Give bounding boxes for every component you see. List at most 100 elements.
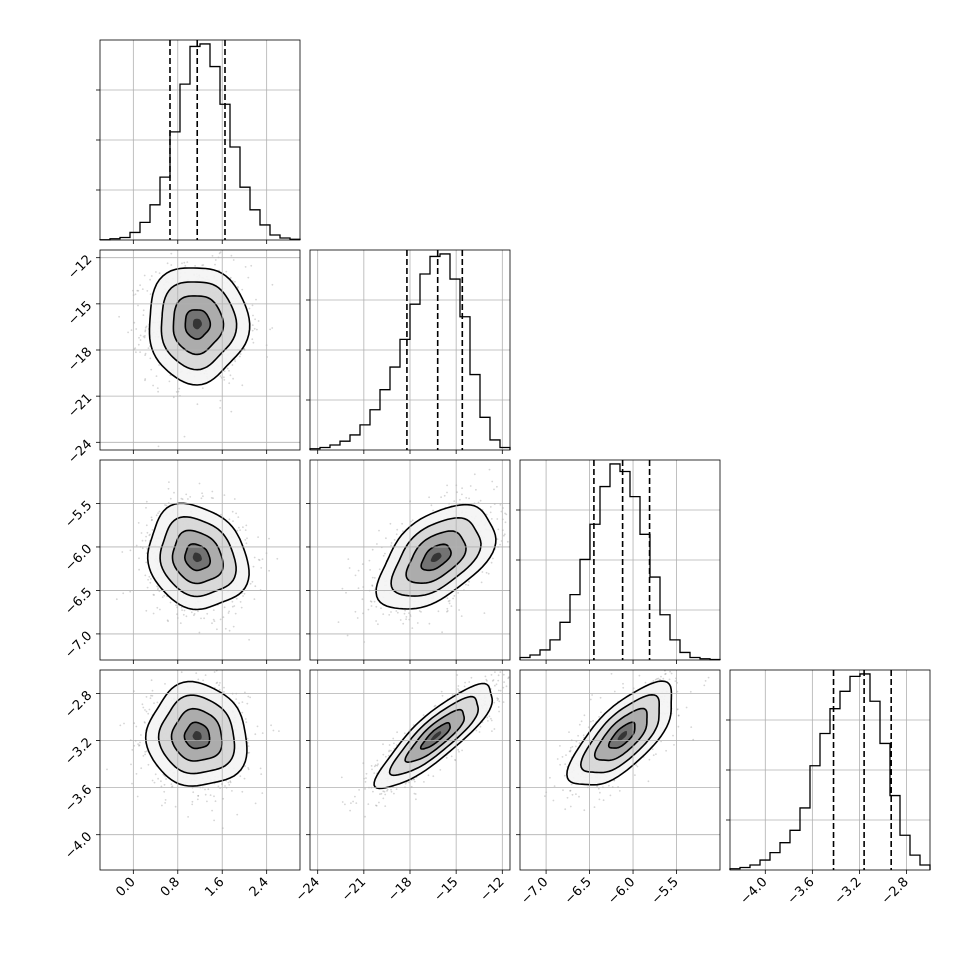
contour-line-1 xyxy=(183,721,211,750)
scatter-point xyxy=(148,575,151,578)
scatter-point xyxy=(252,565,255,568)
scatter-point xyxy=(247,695,250,698)
scatter-point xyxy=(247,768,250,771)
scatter-point xyxy=(202,495,204,498)
scatter-point xyxy=(144,722,146,724)
scatter-point xyxy=(179,622,182,624)
scatter-point xyxy=(243,592,246,595)
contour-line-3 xyxy=(157,694,236,775)
scatter-point xyxy=(156,701,159,704)
scatter-point xyxy=(341,587,344,590)
scatter-point xyxy=(465,583,467,586)
scatter-point xyxy=(247,276,250,279)
scatter-point xyxy=(377,623,379,626)
scatter-point xyxy=(384,552,386,555)
scatter-point xyxy=(396,611,399,614)
scatter-point xyxy=(145,325,148,328)
scatter-point xyxy=(473,473,476,476)
scatter-point xyxy=(155,375,158,377)
scatter-point xyxy=(231,364,234,366)
scatter-point xyxy=(129,549,132,552)
scatter-point xyxy=(238,526,240,529)
scatter-point xyxy=(183,435,186,438)
scatter-point xyxy=(194,265,197,267)
scatter-point xyxy=(163,594,166,597)
scatter-point xyxy=(243,777,246,780)
scatter-point xyxy=(211,809,214,812)
scatter-point xyxy=(244,718,247,720)
scatter-point xyxy=(218,684,221,687)
scatter-point xyxy=(196,403,199,406)
scatter-point xyxy=(167,487,170,490)
scatter-point xyxy=(246,737,249,740)
scatter-point xyxy=(247,767,250,769)
scatter-point xyxy=(378,529,380,532)
scatter-point xyxy=(257,536,259,538)
scatter-point xyxy=(229,781,232,784)
scatter-point xyxy=(254,733,257,736)
scatter-point xyxy=(218,252,221,255)
scatter-point xyxy=(232,625,235,628)
scatter-point xyxy=(218,688,221,691)
scatter-point xyxy=(121,551,124,553)
scatter-point xyxy=(149,357,152,360)
scatter-point xyxy=(253,327,256,330)
scatter-panel-1-3 xyxy=(96,459,301,664)
scatter-point xyxy=(230,254,233,257)
scatter-point xyxy=(251,329,254,332)
scatter-point xyxy=(178,387,181,390)
scatter-point xyxy=(150,679,153,682)
scatter-point xyxy=(392,737,395,740)
scatter-point xyxy=(232,520,234,522)
scatter-point xyxy=(413,780,416,783)
scatter-point xyxy=(384,805,387,807)
histogram-4-step xyxy=(729,673,931,870)
scatter-point xyxy=(242,595,245,597)
scatter-point xyxy=(461,493,463,496)
scatter-point xyxy=(378,801,380,804)
scatter-point xyxy=(209,794,212,796)
scatter-point xyxy=(161,804,163,807)
scatter-point xyxy=(411,627,414,629)
scatter-point xyxy=(193,613,196,615)
scatter-point xyxy=(248,751,251,754)
scatter-point xyxy=(173,491,175,494)
scatter-point xyxy=(142,755,145,757)
scatter-point xyxy=(402,622,405,625)
scatter-point xyxy=(494,671,496,673)
scatter-point xyxy=(202,264,205,266)
density-fill xyxy=(192,731,202,741)
scatter-point xyxy=(151,779,154,782)
scatter-point xyxy=(496,518,499,520)
scatter-point xyxy=(155,271,157,273)
scatter-point xyxy=(246,702,249,705)
scatter-point xyxy=(133,744,136,747)
scatter-point xyxy=(224,627,227,630)
scatter-point xyxy=(197,678,200,681)
scatter-point xyxy=(485,513,488,516)
scatter-point xyxy=(191,803,194,806)
scatter-point xyxy=(252,341,255,344)
scatter-point xyxy=(496,697,499,699)
scatter-point xyxy=(253,556,256,559)
scatter-point xyxy=(361,563,364,565)
scatter-point xyxy=(439,769,442,771)
scatter-point xyxy=(405,616,408,618)
scatter-point xyxy=(223,379,226,381)
scatter-point xyxy=(244,765,247,767)
scatter-point xyxy=(142,706,145,709)
scatter-point xyxy=(228,369,230,372)
scatter-point xyxy=(367,608,370,611)
hist-panel-frame xyxy=(519,459,721,661)
scatter-point xyxy=(247,745,250,747)
scatter-point xyxy=(503,534,505,537)
scatter-point xyxy=(234,612,237,615)
contour-line-1 xyxy=(420,543,452,572)
scatter-point xyxy=(163,790,166,793)
scatter-point xyxy=(146,547,149,550)
scatter-point xyxy=(234,280,236,283)
scatter-point xyxy=(151,529,154,531)
scatter-point xyxy=(371,548,374,551)
scatter-point xyxy=(215,682,218,685)
scatter-point xyxy=(241,384,244,387)
